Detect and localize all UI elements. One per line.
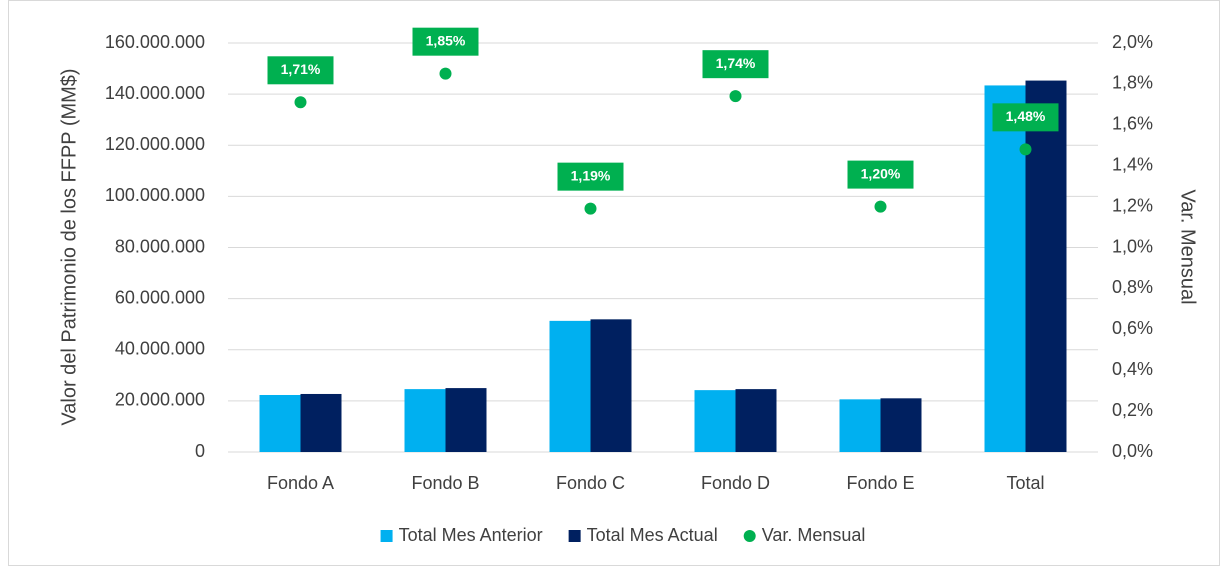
y-axis-title: Valor del Patrimonio de los FFPP (MM$) xyxy=(58,68,80,425)
y-tick-label: 140.000.000 xyxy=(105,83,205,103)
legend-label: Total Mes Anterior xyxy=(399,525,543,545)
value-label-box xyxy=(992,103,1059,132)
bar xyxy=(880,398,922,452)
y2-axis-title: Var. Mensual xyxy=(1177,189,1199,304)
y-tick-label: 100.000.000 xyxy=(105,185,205,205)
y2-tick-label: 1,0% xyxy=(1112,236,1153,256)
bar xyxy=(694,390,736,452)
x-tick-label: Fondo D xyxy=(701,473,770,493)
x-tick-label: Fondo B xyxy=(411,473,479,493)
value-label-box xyxy=(702,50,769,79)
y2-tick-label: 0,4% xyxy=(1112,359,1153,379)
y-tick-label: 80.000.000 xyxy=(115,236,205,256)
legend-marker xyxy=(380,530,393,542)
bar xyxy=(404,389,446,452)
point xyxy=(584,202,597,215)
y-tick-label: 0 xyxy=(195,441,205,461)
legend-label: Total Mes Actual xyxy=(587,525,718,545)
value-label: 1,19% xyxy=(571,167,611,183)
value-label: 1,71% xyxy=(281,61,321,77)
y2-tick-label: 2,0% xyxy=(1112,32,1153,52)
y2-tick-label: 0,8% xyxy=(1112,277,1153,297)
y2-tick-label: 0,6% xyxy=(1112,318,1153,338)
y-tick-label: 60.000.000 xyxy=(115,287,205,307)
x-tick-label: Fondo A xyxy=(267,473,334,493)
value-label: 1,74% xyxy=(716,55,756,71)
y-tick-label: 40.000.000 xyxy=(115,339,205,359)
y-tick-label: 120.000.000 xyxy=(105,134,205,154)
bar xyxy=(259,394,301,452)
value-label-box xyxy=(557,162,624,191)
value-label: 1,20% xyxy=(861,165,901,181)
legend-marker xyxy=(568,530,581,542)
point xyxy=(294,96,307,109)
x-tick-label: Fondo C xyxy=(556,473,625,493)
y2-tick-label: 1,4% xyxy=(1112,154,1153,174)
value-label-box xyxy=(847,160,914,189)
bar xyxy=(590,319,632,452)
y2-tick-label: 0,0% xyxy=(1112,441,1153,461)
y-tick-label: 20.000.000 xyxy=(115,390,205,410)
bar xyxy=(839,399,881,452)
bar xyxy=(300,393,342,452)
y2-tick-label: 1,2% xyxy=(1112,195,1153,215)
point xyxy=(874,200,887,213)
y2-tick-label: 1,8% xyxy=(1112,73,1153,93)
value-label-box xyxy=(412,27,479,56)
bar xyxy=(549,320,591,452)
value-label: 1,85% xyxy=(426,32,466,48)
value-label: 1,48% xyxy=(1006,108,1046,124)
point xyxy=(1019,143,1032,156)
legend-label: Var. Mensual xyxy=(762,525,866,545)
y2-tick-label: 0,2% xyxy=(1112,400,1153,420)
x-tick-label: Fondo E xyxy=(846,473,914,493)
y-tick-label: 160.000.000 xyxy=(105,32,205,52)
y2-tick-label: 1,6% xyxy=(1112,114,1153,134)
bar xyxy=(1025,80,1067,452)
value-label-box xyxy=(267,56,334,85)
point xyxy=(729,90,742,103)
bar xyxy=(445,388,487,452)
bar xyxy=(735,389,777,452)
legend-marker xyxy=(743,530,756,542)
point xyxy=(439,67,452,80)
x-tick-label: Total xyxy=(1006,473,1044,493)
bar xyxy=(984,85,1026,452)
